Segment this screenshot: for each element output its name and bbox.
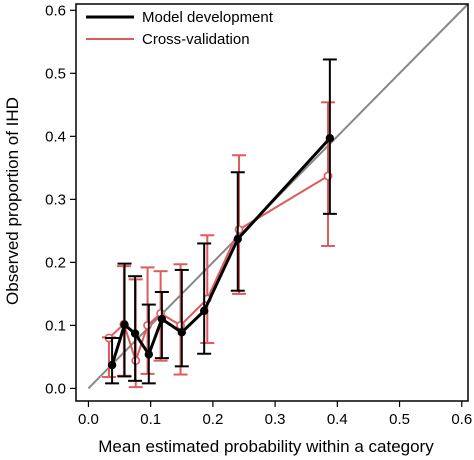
data-point-cross-validation	[176, 320, 185, 330]
error-bar-model-development	[197, 242, 212, 355]
error-bar-model-development	[230, 171, 245, 292]
y-axis-title: Observed proportion of IHD	[3, 97, 22, 305]
data-point-cross-validation	[234, 225, 244, 234]
data-point-model-development	[130, 329, 140, 338]
data-point-model-development	[144, 350, 153, 359]
error-bar-cross-validation	[200, 234, 215, 345]
legend-label-model-development: Model development	[142, 9, 274, 26]
error-bar-cross-validation	[173, 263, 188, 376]
legend: Model development Cross-validation	[86, 9, 274, 48]
y-tick-label: 0.5	[45, 65, 66, 82]
y-tick-label: 0.1	[45, 317, 66, 334]
data-point-cross-validation	[143, 320, 152, 330]
x-tick-label: 0.4	[327, 411, 348, 428]
error-bar-model-development	[154, 290, 169, 360]
data-point-model-development	[120, 320, 129, 329]
y-tick-label: 0.4	[45, 128, 66, 145]
y-tick-label: 0.6	[45, 2, 66, 19]
error-bar-model-development	[117, 262, 132, 378]
data-point-model-development	[233, 234, 242, 244]
x-axis-title: Mean estimated probability within a cate…	[98, 437, 434, 456]
series-cross-validation	[101, 101, 335, 389]
y-tick-label: 0.3	[45, 191, 66, 208]
y-tick-label: 0.2	[45, 254, 66, 271]
series-model-development	[105, 58, 337, 385]
legend-label-cross-validation: Cross-validation	[142, 31, 250, 48]
data-point-model-development	[177, 328, 186, 337]
x-tick-label: 0.5	[389, 411, 410, 428]
error-bar-model-development	[105, 336, 120, 385]
x-tick-label: 0.1	[140, 411, 161, 428]
plot-frame	[75, 3, 469, 402]
error-bar-model-development	[141, 303, 156, 385]
data-point-model-development	[157, 314, 167, 324]
series-layer	[101, 58, 337, 389]
error-bar-model-development	[174, 268, 189, 368]
x-tick-label: 0.3	[265, 411, 286, 428]
y-tick-label: 0.0	[45, 380, 66, 397]
data-point-model-development	[199, 306, 209, 316]
error-bar-cross-validation	[232, 154, 247, 295]
x-tick-label: 0.0	[78, 411, 99, 428]
x-tick-label: 0.2	[202, 411, 223, 428]
data-point-model-development	[325, 134, 335, 143]
error-bar-model-development	[128, 275, 143, 382]
axes-layer: 0.0 0.1 0.2 0.3 0.4 0.5 0.6 0.0 0.1 0.2 0.3 0.4 0.5 0…	[45, 2, 472, 428]
x-tick-label: 0.6	[451, 411, 472, 428]
data-point-model-development	[107, 360, 117, 370]
